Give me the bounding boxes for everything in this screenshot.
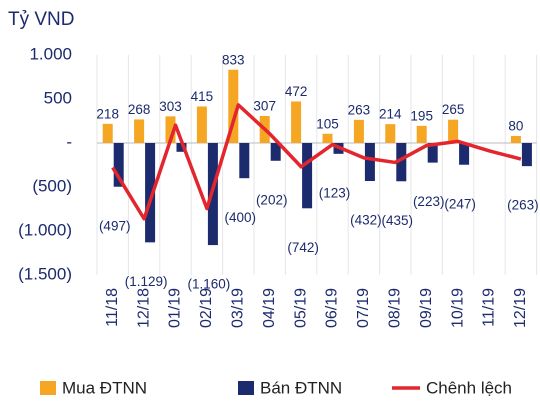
x-tick-label: 03/19: [230, 288, 247, 328]
x-tick-label: 12/18: [135, 288, 152, 328]
data-label: 472: [285, 84, 308, 99]
y-tick-label: -: [66, 132, 72, 151]
data-label: (123): [319, 185, 351, 200]
x-tick-label: 10/19: [449, 288, 466, 328]
x-tick-label: 11/18: [104, 288, 121, 327]
data-label: 265: [442, 102, 465, 117]
data-label: (497): [99, 218, 131, 233]
y-axis-label: Tỷ VND: [8, 9, 75, 30]
data-label: 833: [222, 52, 245, 67]
data-label: 263: [348, 102, 371, 117]
bar: [196, 106, 207, 143]
bar: [270, 143, 281, 161]
y-tick-label: (1.000): [18, 220, 72, 239]
bar: [459, 143, 470, 165]
bar: [291, 101, 302, 143]
data-label: 307: [253, 99, 276, 114]
data-label: 80: [508, 119, 523, 134]
bar: [228, 69, 239, 143]
data-label: (435): [382, 213, 414, 228]
bar: [396, 143, 407, 182]
legend-label: Mua ĐTNN: [62, 378, 147, 397]
data-label: (247): [444, 196, 476, 211]
bar: [113, 143, 124, 187]
legend-swatch: [40, 381, 56, 395]
bar: [353, 119, 364, 143]
data-label: (400): [225, 210, 257, 225]
legend-swatch: [238, 381, 254, 395]
bar: [448, 119, 459, 143]
x-tick-label: 09/19: [418, 288, 435, 328]
bar: [385, 124, 396, 143]
bar: [145, 143, 156, 243]
bar: [364, 143, 375, 182]
y-tick-label: 500: [44, 88, 72, 107]
legend-label: Chênh lệch: [426, 378, 512, 397]
data-label: (202): [256, 192, 288, 207]
data-label: (223): [413, 194, 445, 209]
bar: [302, 143, 313, 209]
data-label: (263): [507, 198, 539, 213]
x-tick-label: 05/19: [292, 288, 309, 328]
data-label: (1.129): [125, 274, 168, 289]
legend-label: Bán ĐTNN: [260, 378, 342, 397]
bar: [102, 123, 113, 143]
data-label: 415: [191, 89, 214, 104]
x-tick-label: 06/19: [324, 288, 341, 328]
bar: [427, 143, 438, 163]
bar: [165, 116, 176, 143]
x-tick-label: 01/19: [167, 288, 184, 328]
x-tick-label: 07/19: [355, 288, 372, 328]
x-tick-label: 08/19: [387, 288, 404, 328]
x-tick-label: 04/19: [261, 288, 278, 328]
data-label: (432): [350, 213, 382, 228]
x-tick-label: 12/19: [512, 288, 529, 328]
data-label: 195: [410, 108, 433, 123]
data-label: (742): [287, 240, 319, 255]
x-tick-label: 02/19: [198, 288, 215, 328]
y-tick-label: (500): [32, 176, 72, 195]
bar: [176, 143, 187, 152]
y-tick-label: 1.000: [29, 44, 72, 63]
data-label: 214: [379, 107, 402, 122]
data-label: 105: [316, 116, 339, 131]
bar: [239, 143, 250, 179]
y-tick-label: (1.500): [18, 264, 72, 283]
data-label: 268: [128, 102, 151, 117]
bar: [521, 143, 532, 167]
line: [111, 103, 522, 221]
bar: [416, 125, 427, 143]
data-label: 303: [159, 99, 182, 114]
bar: [510, 135, 521, 143]
bar: [322, 133, 333, 143]
bar: [134, 119, 145, 143]
x-tick-label: 11/19: [481, 288, 498, 327]
data-label: 218: [96, 106, 119, 121]
data-label: (1.160): [188, 277, 231, 292]
